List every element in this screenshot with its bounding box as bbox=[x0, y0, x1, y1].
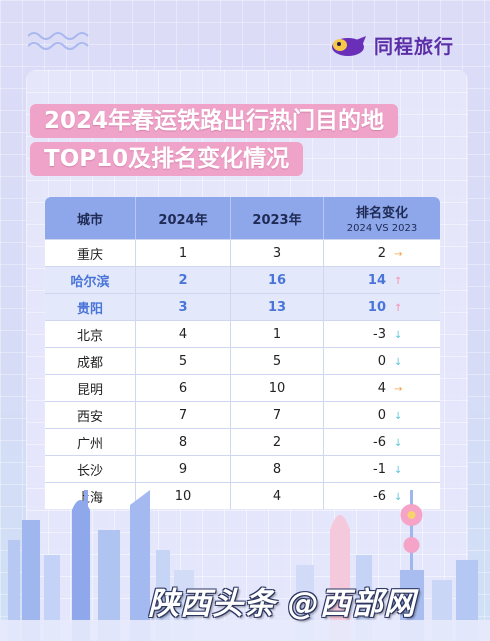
table-row: 上海 10 4 -6 ↓ bbox=[45, 482, 440, 509]
cell-rank-change: 4 → bbox=[324, 374, 440, 401]
table-row: 贵阳 3 13 10 ↑ bbox=[45, 293, 440, 320]
decorative-waves bbox=[28, 32, 89, 50]
cell-rank-2024: 2 bbox=[136, 266, 231, 293]
rank-change-value: 10 bbox=[367, 299, 386, 315]
table-row: 长沙 9 8 -1 ↓ bbox=[45, 455, 440, 482]
cell-rank-2024: 1 bbox=[136, 239, 231, 266]
cell-rank-change: 2 → bbox=[324, 239, 440, 266]
rank-change-value: 4 bbox=[377, 380, 386, 396]
ranking-table: 城市 2024年 2023年 排名变化 2024 VS 2023 重庆 1 3 2 → 哈… bbox=[45, 197, 440, 509]
rank-change-value: 2 bbox=[377, 245, 386, 261]
arrow-up-icon: ↑ bbox=[394, 302, 403, 314]
table-row: 广州 8 2 -6 ↓ bbox=[45, 428, 440, 455]
cell-city: 成都 bbox=[45, 347, 136, 374]
arrow-down-icon: ↓ bbox=[394, 329, 403, 341]
cell-rank-2024: 5 bbox=[136, 347, 231, 374]
cell-rank-change: 10 ↑ bbox=[324, 293, 440, 320]
cell-rank-2023: 13 bbox=[231, 293, 324, 320]
header-change-label: 排名变化 bbox=[355, 206, 408, 221]
arrow-right-icon: → bbox=[394, 383, 403, 395]
cell-rank-2023: 10 bbox=[231, 374, 324, 401]
cell-rank-2024: 9 bbox=[136, 455, 231, 482]
table-row: 重庆 1 3 2 → bbox=[45, 239, 440, 266]
table-row: 北京 4 1 -3 ↓ bbox=[45, 320, 440, 347]
arrow-right-icon: → bbox=[394, 248, 403, 260]
cell-rank-2023: 4 bbox=[231, 482, 324, 509]
watermark: 陕西头条 @西部网 bbox=[148, 586, 416, 622]
header-change: 排名变化 2024 VS 2023 bbox=[324, 197, 440, 239]
table-row: 西安 7 7 0 ↓ bbox=[45, 401, 440, 428]
cell-rank-2024: 4 bbox=[136, 320, 231, 347]
rank-change-value: 14 bbox=[367, 272, 386, 288]
brand-mascot-icon bbox=[332, 35, 366, 56]
page-title: 2024年春运铁路出行热门目的地 TOP10及排名变化情况 bbox=[30, 104, 399, 180]
header-2023: 2023年 bbox=[231, 197, 324, 239]
arrow-down-icon: ↓ bbox=[394, 356, 403, 368]
table-header-row: 城市 2024年 2023年 排名变化 2024 VS 2023 bbox=[45, 197, 440, 239]
cell-rank-change: -3 ↓ bbox=[324, 320, 440, 347]
cell-rank-2024: 8 bbox=[136, 428, 231, 455]
rank-change-value: -6 bbox=[373, 434, 386, 450]
cell-city: 重庆 bbox=[45, 239, 136, 266]
rank-change-value: -1 bbox=[373, 461, 386, 477]
cell-rank-2024: 7 bbox=[136, 401, 231, 428]
cell-rank-2023: 3 bbox=[231, 239, 324, 266]
header-city: 城市 bbox=[45, 197, 136, 239]
cell-rank-change: -6 ↓ bbox=[324, 482, 440, 509]
arrow-down-icon: ↓ bbox=[394, 464, 403, 476]
cell-city: 广州 bbox=[45, 428, 136, 455]
cell-rank-2023: 2 bbox=[231, 428, 324, 455]
title-line-2: TOP10及排名变化情况 bbox=[30, 142, 304, 176]
cell-city: 贵阳 bbox=[45, 293, 136, 320]
cell-rank-2023: 5 bbox=[231, 347, 324, 374]
cell-rank-change: 0 ↓ bbox=[324, 347, 440, 374]
header-2024: 2024年 bbox=[136, 197, 231, 239]
cell-rank-2023: 8 bbox=[231, 455, 324, 482]
cell-rank-2023: 16 bbox=[231, 266, 324, 293]
cell-rank-2024: 3 bbox=[136, 293, 231, 320]
arrow-down-icon: ↓ bbox=[394, 491, 403, 503]
rank-change-value: 0 bbox=[377, 407, 386, 423]
table-row: 昆明 6 10 4 → bbox=[45, 374, 440, 401]
cell-city: 西安 bbox=[45, 401, 136, 428]
arrow-down-icon: ↓ bbox=[394, 437, 403, 449]
cell-city: 北京 bbox=[45, 320, 136, 347]
header-change-sub: 2024 VS 2023 bbox=[346, 223, 418, 234]
rank-change-value: 0 bbox=[377, 353, 386, 369]
cell-rank-change: 14 ↑ bbox=[324, 266, 440, 293]
arrow-down-icon: ↓ bbox=[394, 410, 403, 422]
cell-city: 哈尔滨 bbox=[45, 266, 136, 293]
brand-logo: 同程旅行 bbox=[330, 32, 454, 59]
city-skyline-illustration bbox=[0, 490, 490, 641]
rank-change-value: -6 bbox=[373, 488, 386, 504]
cell-rank-change: -1 ↓ bbox=[324, 455, 440, 482]
table-row: 哈尔滨 2 16 14 ↑ bbox=[45, 266, 440, 293]
cell-rank-2023: 1 bbox=[231, 320, 324, 347]
cell-rank-change: 0 ↓ bbox=[324, 401, 440, 428]
cell-city: 长沙 bbox=[45, 455, 136, 482]
cell-rank-2024: 10 bbox=[136, 482, 231, 509]
cell-rank-change: -6 ↓ bbox=[324, 428, 440, 455]
brand-name: 同程旅行 bbox=[374, 36, 455, 58]
table-row: 成都 5 5 0 ↓ bbox=[45, 347, 440, 374]
rank-change-value: -3 bbox=[373, 326, 386, 342]
cell-city: 上海 bbox=[45, 482, 136, 509]
arrow-up-icon: ↑ bbox=[394, 275, 403, 287]
cell-rank-2024: 6 bbox=[136, 374, 231, 401]
cell-rank-2023: 7 bbox=[231, 401, 324, 428]
cell-city: 昆明 bbox=[45, 374, 136, 401]
title-line-1: 2024年春运铁路出行热门目的地 bbox=[30, 104, 399, 138]
